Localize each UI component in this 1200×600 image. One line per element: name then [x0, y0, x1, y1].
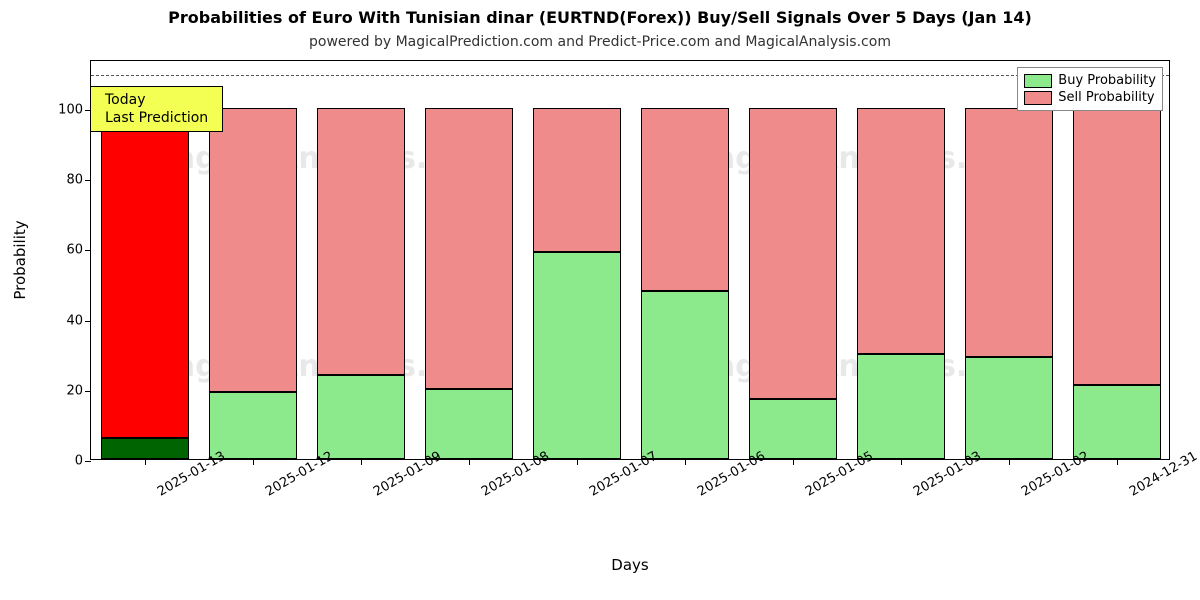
- sell-bar: [857, 108, 946, 354]
- buy-bar: [209, 392, 298, 459]
- legend-item-sell: Sell Probability: [1024, 89, 1156, 106]
- bar-group: [317, 108, 406, 459]
- plot-area: MagicalAnalysis.comMagicalAnalysis.comMa…: [91, 61, 1169, 459]
- chart-title: Probabilities of Euro With Tunisian dina…: [0, 8, 1200, 27]
- y-tick-mark: [85, 391, 91, 392]
- x-tick-mark: [1117, 459, 1118, 465]
- legend-label-sell: Sell Probability: [1058, 90, 1154, 105]
- x-tick-mark: [469, 459, 470, 465]
- x-tick-mark: [685, 459, 686, 465]
- sell-bar: [317, 108, 406, 375]
- legend-label-buy: Buy Probability: [1058, 73, 1156, 88]
- bar-group: [101, 108, 190, 459]
- plot-frame: MagicalAnalysis.comMagicalAnalysis.comMa…: [90, 60, 1170, 460]
- legend-item-buy: Buy Probability: [1024, 72, 1156, 89]
- bar-group: [641, 108, 730, 459]
- y-axis-label: Probability: [11, 220, 29, 299]
- buy-bar: [425, 389, 514, 459]
- buy-bar: [101, 438, 190, 459]
- bar-group: [209, 108, 298, 459]
- bar-group: [965, 108, 1054, 459]
- x-axis-label: Days: [611, 556, 648, 574]
- sell-bar: [749, 108, 838, 399]
- reference-line: [91, 75, 1169, 76]
- chart-container: Probabilities of Euro With Tunisian dina…: [0, 0, 1200, 600]
- sell-bar: [533, 108, 622, 252]
- y-tick-mark: [85, 110, 91, 111]
- sell-bar: [641, 108, 730, 290]
- chart-subtitle: powered by MagicalPrediction.com and Pre…: [0, 34, 1200, 50]
- x-tick-mark: [901, 459, 902, 465]
- x-tick-mark: [577, 459, 578, 465]
- buy-bar: [965, 357, 1054, 459]
- x-tick-mark: [793, 459, 794, 465]
- bar-group: [749, 108, 838, 459]
- buy-bar: [641, 291, 730, 459]
- buy-bar: [533, 252, 622, 459]
- sell-bar: [1073, 108, 1162, 385]
- sell-bar: [965, 108, 1054, 357]
- x-tick-mark: [145, 459, 146, 465]
- bar-group: [857, 108, 946, 459]
- y-tick-mark: [85, 250, 91, 251]
- x-tick-mark: [253, 459, 254, 465]
- legend-swatch-buy: [1024, 74, 1052, 88]
- bar-group: [533, 108, 622, 459]
- buy-bar: [1073, 385, 1162, 459]
- x-tick-mark: [1009, 459, 1010, 465]
- today-annotation: TodayLast Prediction: [90, 86, 223, 132]
- bar-group: [1073, 108, 1162, 459]
- y-tick-mark: [85, 321, 91, 322]
- today-annotation-line1: Today: [105, 91, 208, 109]
- y-tick-mark: [85, 461, 91, 462]
- buy-bar: [317, 375, 406, 459]
- bar-group: [425, 108, 514, 459]
- y-tick-mark: [85, 180, 91, 181]
- sell-bar: [209, 108, 298, 392]
- sell-bar: [425, 108, 514, 389]
- legend: Buy Probability Sell Probability: [1017, 67, 1163, 111]
- today-annotation-line2: Last Prediction: [105, 109, 208, 127]
- x-tick-mark: [361, 459, 362, 465]
- buy-bar: [749, 399, 838, 459]
- legend-swatch-sell: [1024, 91, 1052, 105]
- sell-bar: [101, 108, 190, 438]
- buy-bar: [857, 354, 946, 459]
